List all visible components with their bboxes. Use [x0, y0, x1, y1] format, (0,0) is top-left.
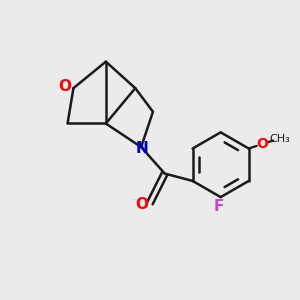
Text: O: O	[59, 79, 72, 94]
Text: O: O	[135, 197, 148, 212]
Text: CH₃: CH₃	[270, 134, 291, 144]
Text: N: N	[135, 141, 148, 156]
Text: O: O	[256, 137, 268, 151]
Text: F: F	[214, 199, 224, 214]
